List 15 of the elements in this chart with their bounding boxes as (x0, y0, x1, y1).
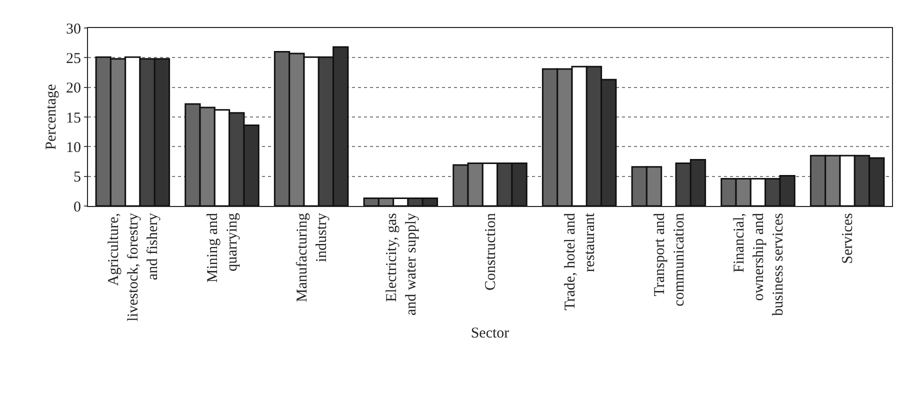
x-tick-label: Manufacturing industry (294, 212, 330, 302)
y-tick-label: 0 (74, 199, 81, 216)
y-tick-label: 25 (66, 50, 81, 67)
x-axis-title: Sector (470, 325, 510, 342)
y-tick-label: 15 (66, 110, 81, 126)
x-tick-label: Mining and quarrying (205, 212, 241, 283)
x-tick-label: Construction (482, 212, 499, 290)
x-tick-label: Services (840, 212, 856, 264)
y-tick-label: 10 (66, 140, 81, 156)
y-tick-label: 20 (66, 80, 81, 97)
x-tick-label: Trade, hotel and restaurant (562, 212, 598, 310)
y-axis-title: Percentage (43, 84, 60, 150)
x-tick-label: Agriculture, livestock, forestry and fishery (106, 212, 162, 322)
y-tick-label: 5 (74, 170, 81, 186)
y-tick-label: 30 (66, 21, 81, 38)
